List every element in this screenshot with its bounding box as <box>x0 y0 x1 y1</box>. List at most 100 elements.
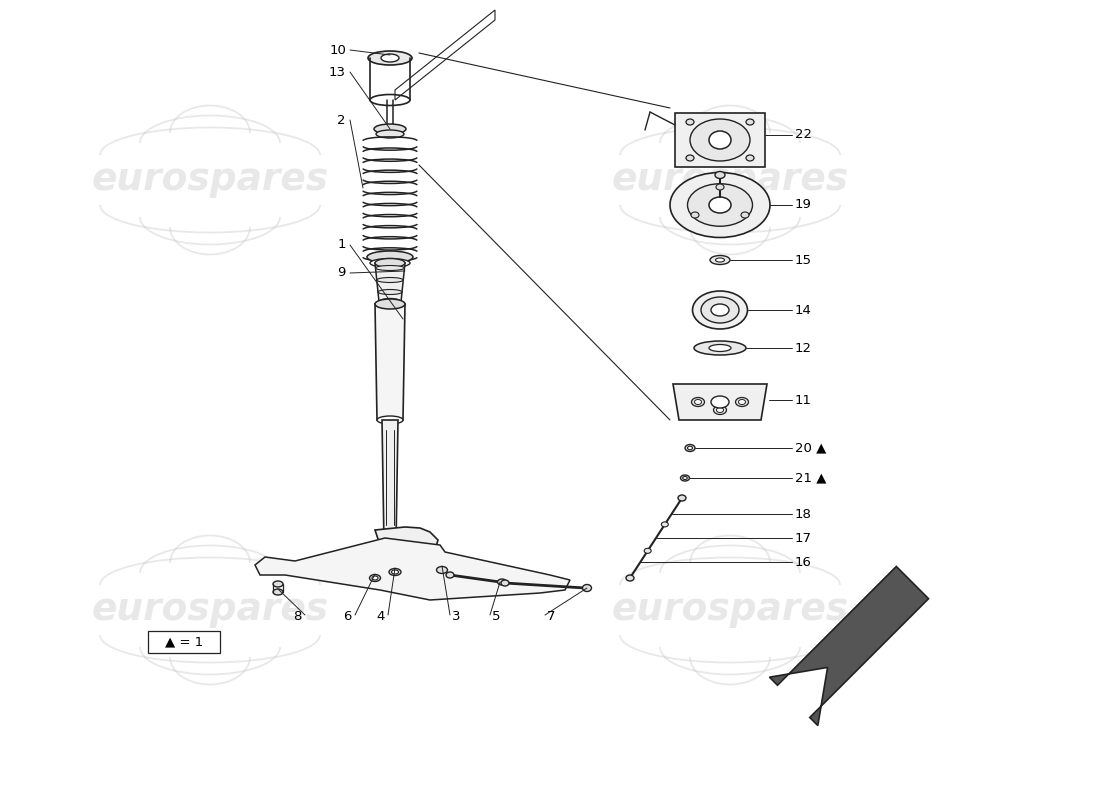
Text: 15: 15 <box>795 254 812 266</box>
Ellipse shape <box>688 184 752 226</box>
Ellipse shape <box>714 406 726 414</box>
Text: eurospares: eurospares <box>91 592 329 628</box>
Ellipse shape <box>686 119 694 125</box>
Ellipse shape <box>379 298 401 306</box>
Polygon shape <box>675 113 764 167</box>
Text: 21 ▲: 21 ▲ <box>795 471 826 485</box>
Polygon shape <box>375 527 438 560</box>
Polygon shape <box>382 420 398 545</box>
Ellipse shape <box>701 297 739 323</box>
Polygon shape <box>255 538 570 600</box>
Ellipse shape <box>690 119 750 161</box>
Ellipse shape <box>626 575 634 581</box>
Ellipse shape <box>367 251 412 263</box>
Polygon shape <box>375 263 405 302</box>
Ellipse shape <box>389 569 402 575</box>
Ellipse shape <box>681 475 690 481</box>
Ellipse shape <box>375 266 405 270</box>
Text: 12: 12 <box>795 342 812 354</box>
Ellipse shape <box>710 345 732 351</box>
Ellipse shape <box>710 131 732 149</box>
Polygon shape <box>375 304 405 420</box>
Ellipse shape <box>694 341 746 355</box>
Ellipse shape <box>375 299 405 309</box>
Ellipse shape <box>670 173 770 238</box>
Ellipse shape <box>693 291 748 329</box>
Ellipse shape <box>376 278 404 282</box>
Ellipse shape <box>661 522 669 527</box>
Ellipse shape <box>710 197 732 213</box>
Text: eurospares: eurospares <box>612 592 848 628</box>
Ellipse shape <box>370 94 410 106</box>
Polygon shape <box>769 566 928 726</box>
Text: 13: 13 <box>329 66 346 78</box>
Ellipse shape <box>370 258 410 267</box>
Ellipse shape <box>397 558 403 562</box>
Ellipse shape <box>691 212 698 218</box>
Ellipse shape <box>372 576 378 580</box>
Ellipse shape <box>378 290 402 294</box>
Text: 2: 2 <box>338 114 346 126</box>
Ellipse shape <box>402 555 418 565</box>
Text: 3: 3 <box>452 610 461 623</box>
Text: 14: 14 <box>795 303 812 317</box>
Text: 17: 17 <box>795 531 812 545</box>
Ellipse shape <box>583 585 592 591</box>
Text: ▲ = 1: ▲ = 1 <box>165 635 204 649</box>
Ellipse shape <box>741 212 749 218</box>
Ellipse shape <box>437 566 448 574</box>
Ellipse shape <box>692 398 704 406</box>
Text: 1: 1 <box>338 238 346 251</box>
Ellipse shape <box>392 570 398 574</box>
Text: eurospares: eurospares <box>91 162 329 198</box>
Text: 5: 5 <box>492 610 500 623</box>
Text: 6: 6 <box>343 610 352 623</box>
Ellipse shape <box>711 396 729 408</box>
Ellipse shape <box>711 304 729 316</box>
Ellipse shape <box>376 130 404 138</box>
Ellipse shape <box>377 416 403 424</box>
Text: 7: 7 <box>547 610 556 623</box>
Ellipse shape <box>497 579 506 585</box>
Text: 18: 18 <box>795 507 812 521</box>
Ellipse shape <box>418 558 422 562</box>
Ellipse shape <box>407 551 412 554</box>
Ellipse shape <box>736 398 748 406</box>
Ellipse shape <box>374 124 406 134</box>
Text: 19: 19 <box>795 198 812 211</box>
Text: eurospares: eurospares <box>612 162 848 198</box>
Ellipse shape <box>683 477 688 479</box>
Ellipse shape <box>273 589 283 595</box>
Ellipse shape <box>715 171 725 178</box>
Text: 11: 11 <box>795 394 812 406</box>
Ellipse shape <box>746 119 754 125</box>
Ellipse shape <box>738 399 746 405</box>
Ellipse shape <box>746 155 754 161</box>
Text: 4: 4 <box>376 610 385 623</box>
Text: 22: 22 <box>795 129 812 142</box>
Ellipse shape <box>685 445 695 451</box>
Ellipse shape <box>686 155 694 161</box>
Text: 16: 16 <box>795 555 812 569</box>
Ellipse shape <box>397 552 424 568</box>
Ellipse shape <box>645 548 651 554</box>
Ellipse shape <box>694 399 702 405</box>
Text: 10: 10 <box>329 43 346 57</box>
Ellipse shape <box>381 54 399 62</box>
Ellipse shape <box>273 581 283 587</box>
Ellipse shape <box>716 407 724 413</box>
Text: 20 ▲: 20 ▲ <box>795 442 826 454</box>
Ellipse shape <box>446 572 454 578</box>
Ellipse shape <box>368 51 412 65</box>
Ellipse shape <box>688 446 693 450</box>
Ellipse shape <box>715 258 725 262</box>
Ellipse shape <box>375 258 405 267</box>
Bar <box>148 631 220 653</box>
Text: 8: 8 <box>294 610 302 623</box>
Ellipse shape <box>370 574 381 582</box>
Polygon shape <box>673 384 767 420</box>
Ellipse shape <box>500 580 509 586</box>
Text: 9: 9 <box>338 266 346 279</box>
Ellipse shape <box>716 184 724 190</box>
Ellipse shape <box>710 255 730 265</box>
